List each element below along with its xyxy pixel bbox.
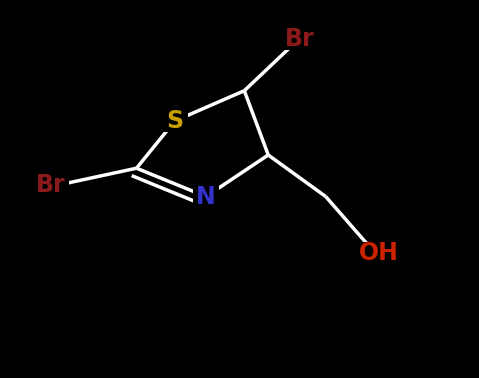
- Text: Br: Br: [285, 26, 314, 51]
- FancyBboxPatch shape: [161, 110, 188, 132]
- FancyBboxPatch shape: [193, 185, 219, 208]
- Text: S: S: [166, 109, 183, 133]
- FancyBboxPatch shape: [359, 242, 398, 265]
- Text: OH: OH: [358, 241, 399, 265]
- Text: N: N: [196, 184, 216, 209]
- FancyBboxPatch shape: [280, 27, 319, 50]
- Text: Br: Br: [35, 173, 65, 197]
- FancyBboxPatch shape: [31, 174, 69, 197]
